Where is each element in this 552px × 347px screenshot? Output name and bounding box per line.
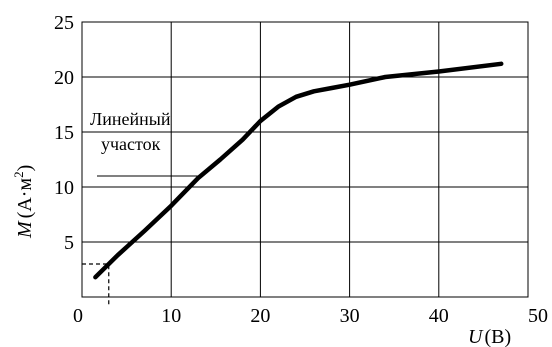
x-axis-label: U (В) xyxy=(468,326,511,347)
x-tick-label: 50 xyxy=(528,305,548,327)
x-tick-label: 0 xyxy=(73,305,83,327)
y-tick-label: 10 xyxy=(54,177,74,199)
x-tick-label: 40 xyxy=(429,305,449,327)
x-tick-label: 20 xyxy=(250,305,270,327)
tick-labels: 0 10 20 30 40 50 5 10 15 20 25 xyxy=(54,12,548,327)
x-tick-label: 10 xyxy=(161,305,181,327)
y-tick-label: 5 xyxy=(64,232,74,254)
plot-frame xyxy=(81,21,529,298)
annotation-text-2: участок xyxy=(101,134,161,154)
grid xyxy=(81,21,529,298)
annotation-text-1: Линейный xyxy=(90,109,171,129)
series-line xyxy=(93,61,504,280)
y-tick-label: 15 xyxy=(54,122,74,144)
annotation: Линейный участок xyxy=(82,109,198,305)
y-tick-label: 20 xyxy=(54,67,74,89)
y-tick-label: 25 xyxy=(54,12,74,34)
series-curve xyxy=(93,61,504,280)
dashed-marker xyxy=(82,263,110,305)
x-tick-label: 30 xyxy=(340,305,360,327)
y-axis-label: M(А·м2) xyxy=(11,165,36,239)
